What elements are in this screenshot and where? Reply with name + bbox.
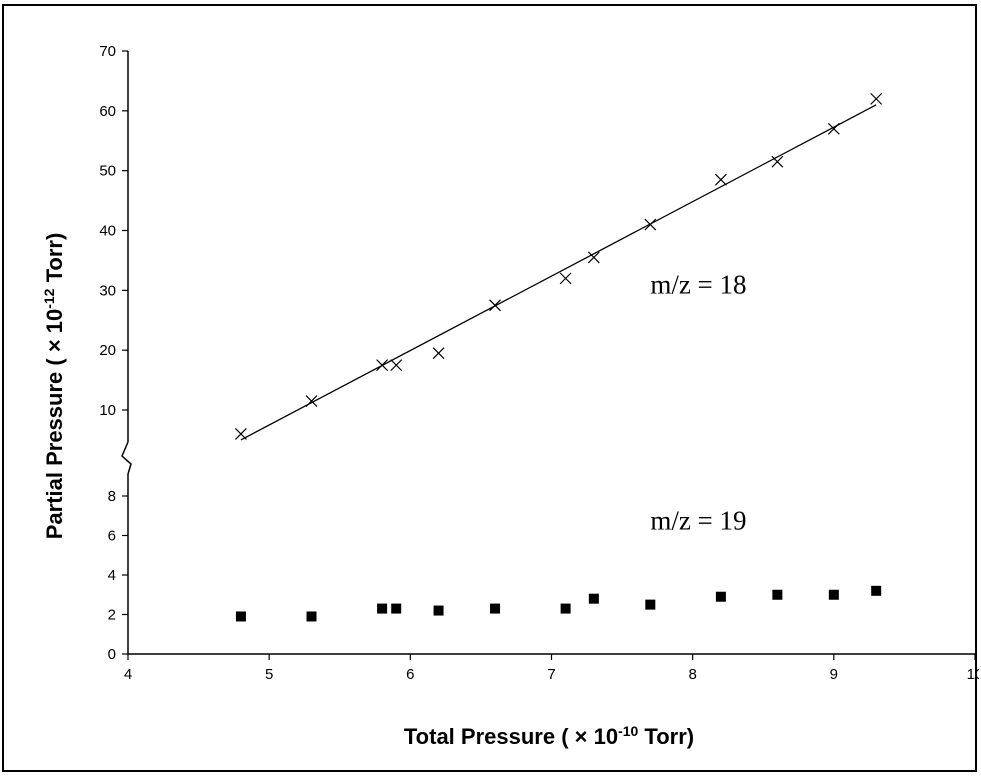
data-point-square-marker (871, 585, 882, 596)
data-point-square-marker (490, 603, 501, 614)
y-tick-label: 10 (99, 402, 116, 419)
data-point-square-marker (235, 611, 246, 622)
x-tick-labels: 4 5 6 7 8 9 10 (124, 666, 979, 683)
y-tick-label: 30 (99, 282, 116, 299)
data-point-x-marker (870, 92, 883, 105)
y-tick-label: 60 (99, 103, 116, 120)
y-tick-label: 70 (99, 43, 116, 60)
data-point-x-marker (771, 155, 784, 168)
x-axis-title: Total Pressure ( × 10-10 Torr) (404, 723, 694, 749)
data-series (235, 92, 883, 622)
annotations: m/z = 18 m/z = 19 (650, 269, 746, 535)
trendline (240, 104, 877, 441)
x-tick-label: 9 (830, 666, 838, 683)
y-axis-title: Partial Pressure ( × 10-12 Torr) (41, 233, 67, 540)
data-point-x-marker (432, 347, 445, 360)
data-point-x-marker (714, 173, 727, 186)
y-tick-label: 20 (99, 342, 116, 359)
data-point-x-marker (489, 299, 501, 312)
series-annotation: m/z = 18 (650, 269, 746, 299)
data-point-x-marker (559, 272, 572, 285)
data-point-x-marker (235, 428, 247, 440)
data-point-x-marker (644, 218, 657, 231)
y-tick-labels: 10 20 30 40 50 60 70 0 2 4 6 8 (99, 43, 116, 663)
data-point-square-marker (433, 605, 444, 616)
data-point-square-marker (391, 603, 402, 614)
axis-break-marker (121, 441, 132, 475)
data-point-square-marker (715, 591, 726, 602)
data-point-x-marker (305, 395, 318, 407)
data-point-square-marker (306, 611, 317, 622)
y-tick-label: 0 (108, 646, 116, 663)
y-tick-label: 4 (108, 567, 116, 584)
x-tick-label: 5 (265, 666, 273, 683)
x-tick-label: 10 (967, 666, 979, 683)
series-annotation: m/z = 19 (650, 506, 746, 536)
axes (121, 50, 976, 660)
x-tick-label: 4 (124, 666, 132, 683)
data-point-square-marker (645, 599, 656, 610)
data-point-x-marker (390, 359, 403, 372)
data-point-square-marker (828, 589, 839, 600)
data-point-x-marker (376, 359, 389, 372)
data-point-square-marker (588, 593, 599, 604)
y-tick-label: 8 (108, 488, 116, 505)
data-point-x-marker (587, 251, 600, 264)
x-tick-label: 8 (688, 666, 696, 683)
y-tick-label: 40 (99, 223, 116, 240)
y-tick-label: 2 (108, 607, 116, 624)
x-tick-label: 6 (406, 666, 414, 683)
data-point-square-marker (560, 603, 571, 614)
data-point-square-marker (377, 603, 388, 614)
y-tick-label: 50 (99, 163, 116, 180)
x-tick-label: 7 (547, 666, 555, 683)
y-tick-label: 6 (108, 528, 116, 545)
data-point-square-marker (772, 589, 783, 600)
data-point-x-marker (827, 122, 840, 135)
